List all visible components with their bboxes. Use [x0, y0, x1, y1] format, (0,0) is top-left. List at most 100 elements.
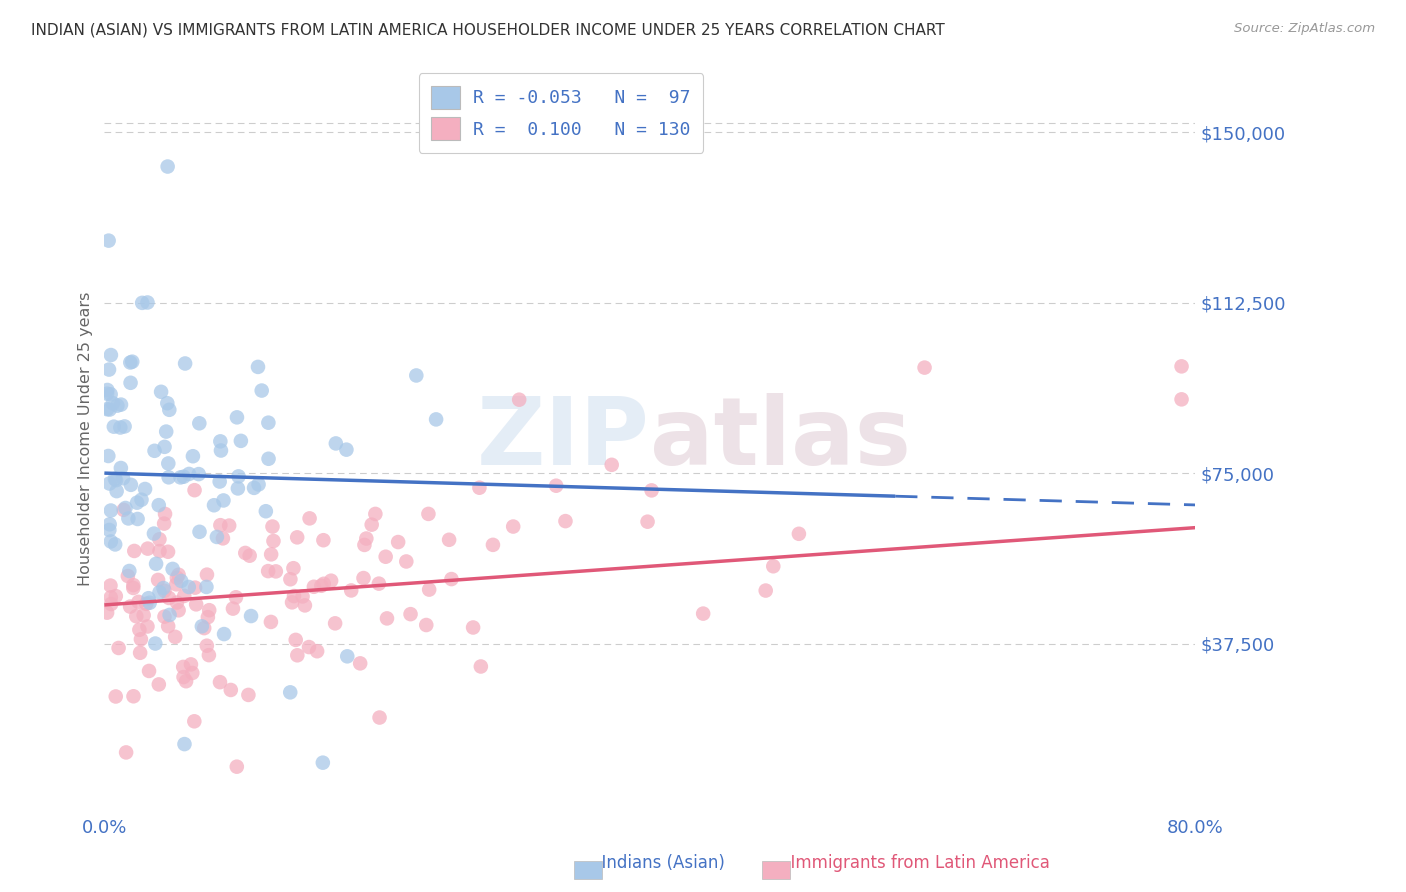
Point [142, 526, 165, 541]
Point [349, 657, 371, 671]
Point [218, 518, 240, 533]
Point [112, 471, 135, 485]
Point [222, 601, 245, 615]
Point [209, 434, 232, 449]
Point [418, 582, 440, 597]
Point [193, 621, 215, 635]
Point [136, 295, 159, 310]
Point [437, 533, 460, 547]
Point [105, 399, 128, 413]
Point [312, 756, 335, 770]
Point [121, 354, 143, 368]
Point [98, 523, 121, 537]
Text: Immigrants from Latin America: Immigrants from Latin America [780, 855, 1050, 872]
Point [169, 470, 191, 484]
Point [250, 384, 273, 398]
Point [336, 649, 359, 664]
Text: Indians (Asian): Indians (Asian) [591, 855, 724, 872]
Point [132, 608, 155, 623]
Point [195, 580, 218, 594]
Point [127, 512, 149, 526]
Point [157, 591, 180, 605]
Point [96, 383, 118, 397]
Point [96, 606, 118, 620]
Text: atlas: atlas [650, 393, 911, 485]
Point [156, 160, 179, 174]
Point [374, 549, 396, 564]
Point [157, 457, 180, 471]
Point [177, 467, 200, 481]
Point [159, 607, 181, 622]
Point [107, 640, 129, 655]
Point [257, 564, 280, 578]
Point [312, 533, 335, 548]
Point [100, 503, 122, 517]
Point [153, 609, 176, 624]
Point [110, 398, 132, 412]
Point [468, 481, 491, 495]
Point [755, 583, 778, 598]
Point [262, 534, 284, 549]
Point [600, 458, 623, 472]
Point [461, 620, 484, 634]
Point [120, 599, 142, 614]
Point [181, 449, 204, 463]
Point [212, 627, 235, 641]
Point [233, 546, 256, 560]
Point [637, 515, 659, 529]
Point [399, 607, 422, 621]
Point [260, 615, 283, 629]
Point [205, 530, 228, 544]
Point [105, 484, 128, 499]
Point [96, 386, 118, 401]
Point [122, 578, 145, 592]
Point [157, 470, 180, 484]
Point [138, 596, 160, 610]
Point [104, 690, 127, 704]
Point [191, 619, 214, 633]
Point [128, 623, 150, 637]
Point [187, 467, 209, 481]
Point [186, 598, 208, 612]
Point [183, 714, 205, 729]
Point [105, 473, 128, 487]
Point [226, 410, 249, 425]
Point [138, 591, 160, 606]
Point [104, 537, 127, 551]
Point [120, 355, 142, 369]
Point [148, 585, 170, 599]
Point [284, 632, 307, 647]
Point [243, 481, 266, 495]
Point [1170, 359, 1192, 374]
Point [124, 544, 146, 558]
Point [554, 514, 576, 528]
Point [283, 589, 305, 603]
Point [405, 368, 427, 383]
Point [340, 583, 363, 598]
Point [281, 595, 304, 609]
Point [100, 534, 122, 549]
Point [762, 559, 785, 574]
Point [188, 524, 211, 539]
Point [100, 591, 122, 605]
Point [153, 583, 176, 598]
Point [128, 595, 150, 609]
Point [150, 384, 173, 399]
Point [101, 396, 124, 410]
Point [257, 451, 280, 466]
Point [319, 574, 342, 588]
Point [291, 590, 314, 604]
Point [166, 571, 188, 585]
Point [120, 478, 142, 492]
Point [156, 396, 179, 410]
Point [114, 419, 136, 434]
Point [120, 376, 142, 390]
Point [155, 425, 177, 439]
Point [153, 440, 176, 454]
Point [418, 507, 440, 521]
Point [368, 710, 391, 724]
Point [325, 436, 347, 450]
Point [239, 549, 262, 563]
Point [298, 640, 321, 654]
Point [375, 611, 398, 625]
